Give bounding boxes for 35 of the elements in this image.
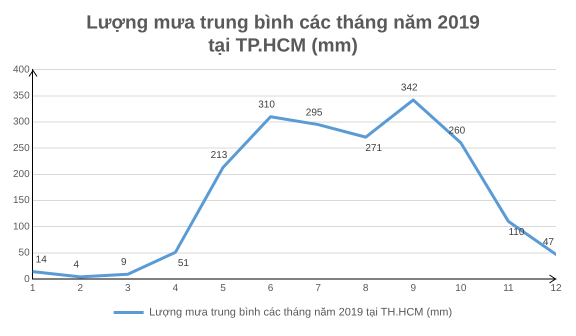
y-tick-label: 100 — [12, 221, 30, 232]
data-label: 110 — [508, 227, 525, 238]
data-label: 310 — [258, 99, 276, 110]
y-tick-label: 400 — [12, 64, 30, 76]
data-label: 295 — [306, 107, 323, 118]
y-tick-label: 200 — [12, 169, 30, 180]
chart-title: Lượng mưa trung bình các tháng năm 2019 tại TP.HCM (mm) — [86, 12, 480, 56]
data-label: 4 — [73, 260, 80, 271]
y-tick-label: 50 — [18, 248, 30, 259]
x-tick-label: 1 — [30, 282, 36, 294]
x-tick-label: 2 — [77, 282, 84, 294]
y-tick-label: 350 — [12, 90, 30, 102]
y-tick-label: 0 — [24, 274, 30, 285]
y-tick-label: 150 — [12, 195, 30, 206]
data-label: 51 — [178, 258, 190, 270]
x-tick-label: 10 — [455, 282, 467, 294]
legend-label: Lượng mưa trung bình các tháng năm 2019 tại TH.HCM (mm) — [149, 306, 452, 319]
x-tick-label: 6 — [268, 282, 274, 294]
data-label: 47 — [542, 237, 554, 248]
x-tick-label: 8 — [362, 282, 369, 294]
x-tick-label: 12 — [550, 282, 562, 294]
data-label: 9 — [121, 257, 128, 268]
x-tick-label: 9 — [410, 282, 416, 294]
y-tick-label: 250 — [12, 142, 30, 154]
data-label: 342 — [400, 82, 418, 94]
x-tick-label: 4 — [172, 282, 179, 294]
data-label: 14 — [36, 254, 48, 266]
y-tick-label: 300 — [12, 116, 30, 128]
data-label: 260 — [448, 126, 466, 137]
data-label: 271 — [365, 142, 382, 154]
x-tick-label: 7 — [315, 282, 322, 294]
x-tick-label: 5 — [220, 282, 226, 294]
data-label: 213 — [210, 150, 228, 162]
x-tick-label: 11 — [503, 282, 514, 294]
x-tick-label: 3 — [125, 282, 132, 294]
